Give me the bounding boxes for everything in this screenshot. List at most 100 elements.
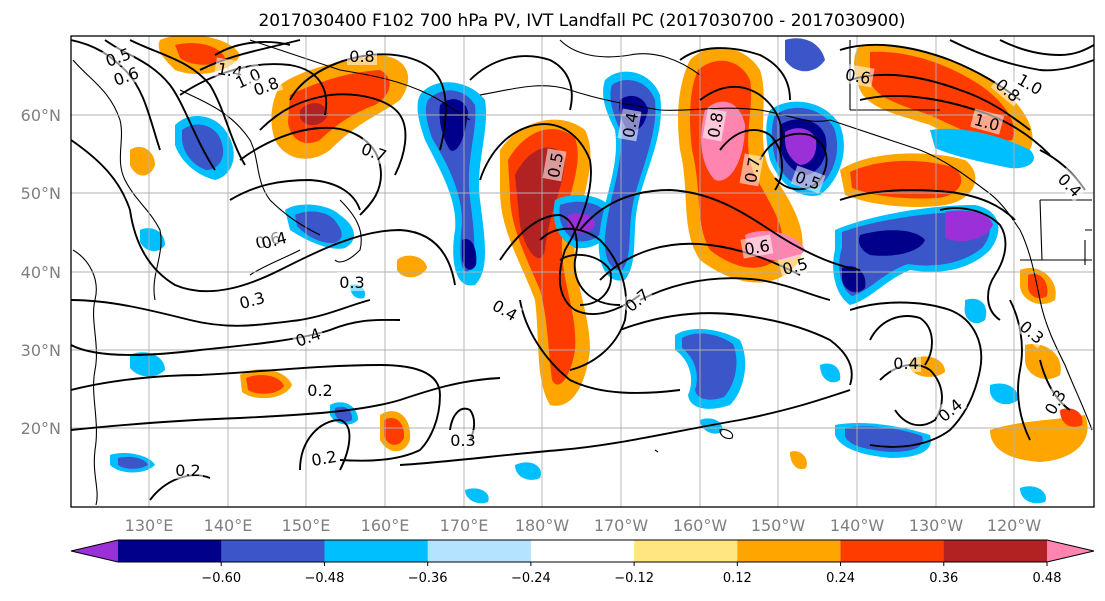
colorbar-segment [840, 540, 945, 562]
pv-negative-region [604, 80, 656, 271]
contour-line [539, 227, 628, 371]
pv-negative-region [465, 488, 489, 504]
colorbar-tick-label: 0.12 [723, 571, 752, 586]
contour-line [199, 39, 301, 71]
contour-line [759, 132, 828, 191]
colorbar-tick-label: −0.24 [511, 571, 551, 586]
pv-positive-region [246, 374, 284, 394]
colorbar-tick-label: −0.60 [201, 571, 241, 586]
contour-label: 0.2 [173, 460, 203, 480]
contour-line [869, 315, 933, 366]
pv-negative-region [858, 230, 925, 256]
contour-line [479, 123, 641, 315]
contour-label-text: 0.4 [893, 354, 918, 373]
coastlines [72, 39, 1093, 506]
longitude-tick-label: 180°W [515, 516, 570, 535]
pv-positive-region [175, 43, 225, 65]
contour-line [469, 55, 573, 111]
longitude-tick-label: 120°W [987, 516, 1042, 535]
latitude-labels: 60°N 50°N 40°N 30°N 20°N [21, 106, 61, 438]
latitude-tick-label: 30°N [21, 341, 61, 360]
contour-label-text: 0.5 [544, 151, 567, 179]
contour-label-text: 0.7 [741, 156, 764, 184]
colorbar-tick-label: −0.48 [305, 571, 345, 586]
contour-line [289, 53, 447, 151]
pv-negative-region [118, 456, 148, 469]
pv-negative-region [515, 462, 541, 480]
contour-line [719, 129, 783, 191]
contour-line [849, 73, 1031, 131]
contour-line [71, 364, 441, 462]
contour-label-text: 0.6 [844, 65, 872, 88]
pv-negative-region [140, 228, 165, 252]
colorbar-tick-label: −0.36 [408, 571, 448, 586]
contour-line [229, 179, 361, 211]
contour-label-text: 0.3 [339, 273, 364, 292]
colorbar-tick-label: −0.12 [614, 571, 654, 586]
colorbar-tick-label: 0.48 [1033, 571, 1062, 586]
latitude-tick-label: 60°N [21, 106, 61, 125]
pv-negative-region [785, 38, 825, 72]
contour-line [699, 85, 783, 151]
pv-positive-region [1025, 344, 1061, 380]
longitude-tick-label: 140°W [830, 516, 885, 535]
contour-label: 0.2 [305, 380, 335, 400]
longitude-tick-label: 130°W [909, 516, 964, 535]
contour-line [949, 39, 1094, 72]
contour-label: 0.4 [617, 108, 642, 142]
latitude-tick-label: 40°N [21, 263, 61, 282]
longitude-tick-label: 160°E [361, 516, 410, 535]
contour-line [71, 377, 501, 431]
colorbar-segment [634, 540, 738, 562]
contour-line [999, 39, 1094, 56]
colorbar-segment [118, 540, 222, 562]
colorbar-segment [324, 540, 429, 562]
pv-negative-region [990, 383, 1019, 405]
contour-line [619, 312, 853, 386]
contour-label: 0.6 [740, 234, 774, 259]
contour-line [939, 207, 1007, 321]
longitude-tick-label: 150°W [751, 516, 806, 535]
contour-line [239, 126, 382, 216]
contour-label: 0.3 [448, 430, 478, 450]
pv-positive-region [1060, 408, 1083, 427]
contour-label: 0.6 [841, 63, 875, 88]
contour-line [849, 301, 983, 448]
pv-negative-region [568, 213, 595, 233]
longitude-tick-label: 170°E [440, 516, 489, 535]
contour-line [519, 299, 681, 394]
contour-line [71, 139, 456, 293]
contour-line [599, 242, 801, 281]
contour-line [129, 39, 246, 166]
contour-line [499, 214, 621, 306]
pv-negative-region [964, 298, 987, 324]
pv-positive-region [384, 418, 405, 445]
contour-label-text: 0.2 [310, 447, 338, 470]
pv-negative-region [295, 211, 342, 244]
contour-label: 0.4 [891, 353, 921, 373]
contour-line [679, 47, 791, 101]
figure-title: 2017030400 F102 700 hPa PV, IVT Landfall… [258, 11, 905, 31]
contour-line [579, 189, 861, 271]
colorbar-outline [70, 539, 1095, 563]
contour-line [179, 63, 328, 116]
pv-negative-region [945, 210, 993, 242]
colorbar-extend-low [71, 540, 118, 562]
pv-negative-region [130, 352, 165, 377]
pv-negative-region [930, 128, 1034, 169]
contour-label: 0.3 [337, 272, 367, 292]
pv-negative-region [462, 239, 477, 270]
contour-line [299, 419, 351, 471]
contour-label-text: 0.4 [619, 111, 642, 139]
longitude-tick-label: 150°E [282, 516, 331, 535]
pv-positive-region [300, 103, 328, 126]
map-area: 0.50.61.41.00.80.80.70.60.40.30.30.40.20… [71, 36, 1094, 507]
pv-negative-region [820, 363, 841, 383]
contour-line [839, 189, 1016, 221]
contour-labels: 0.50.61.41.00.80.80.70.60.40.30.30.40.20… [100, 42, 1088, 480]
contour-label-text: 0.2 [307, 381, 332, 400]
pv-negative-region [785, 128, 817, 165]
colorbar-segment [530, 540, 635, 562]
contour-line [71, 299, 371, 327]
